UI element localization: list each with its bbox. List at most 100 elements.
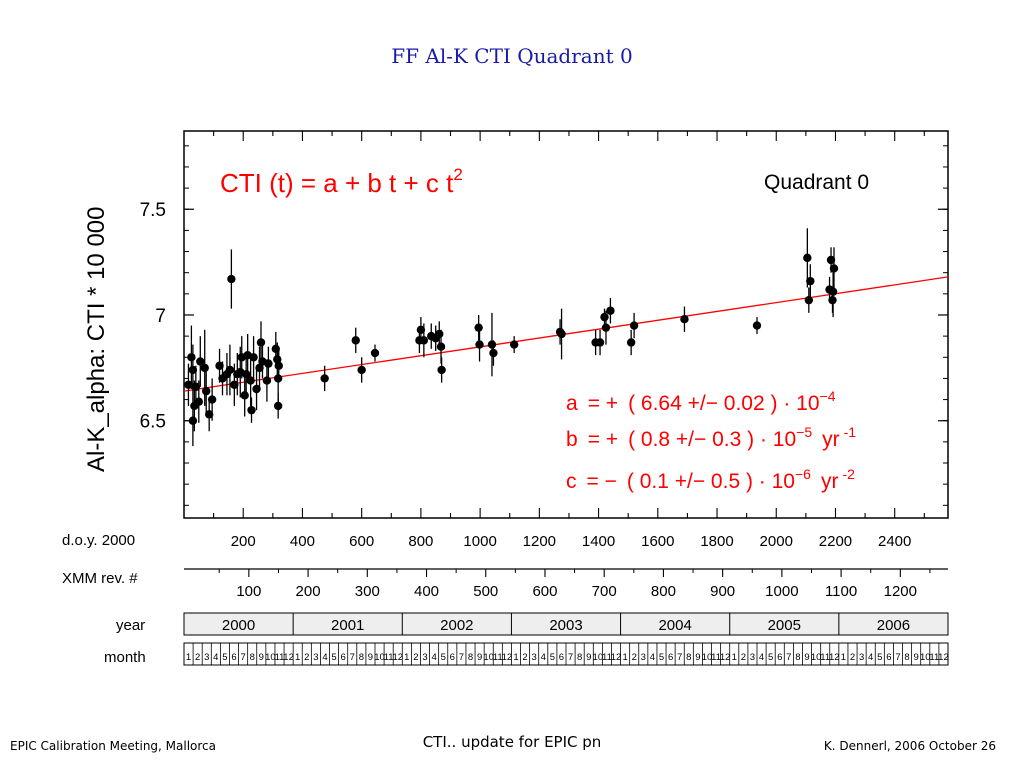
data-point (247, 405, 256, 415)
month-label: 7 (568, 652, 573, 663)
data-point (557, 329, 566, 339)
data-point (487, 340, 497, 349)
month-label: 8 (795, 652, 800, 663)
rev-tick-label: 800 (651, 583, 676, 600)
param-c: c = −( 0.1 +/− 0.5 ) · 10−6 yr -2 (566, 466, 855, 493)
data-point (828, 287, 838, 296)
month-label: 3 (422, 652, 427, 663)
data-point (264, 359, 273, 368)
month-label: 2 (413, 652, 418, 663)
month-label: 1 (513, 652, 518, 663)
data-point (752, 321, 762, 330)
month-label: 5 (659, 652, 664, 663)
rev-ticks: 100 200 300 400 500 600 700 800 900 1000 1100 1200 (218, 569, 931, 600)
y-axis-label: Al-K_alpha: CTI * 10 000 (83, 207, 110, 473)
month-label: 6 (341, 652, 346, 663)
data-point (262, 376, 272, 385)
month-label: 3 (859, 652, 864, 663)
month-label: 11 (602, 652, 612, 663)
data-point (826, 255, 836, 265)
month-label: 11 (711, 652, 721, 663)
doy-tick-label: 2000 (760, 533, 793, 550)
data-point (806, 276, 815, 286)
month-label: 7 (459, 652, 464, 663)
formula-exponent: 2 (453, 165, 462, 184)
doy-tick-label: 600 (349, 533, 374, 550)
month-label: 2 (850, 652, 855, 663)
month-label: 12 (720, 652, 731, 663)
month-label: 8 (250, 652, 255, 663)
month-label: 4 (868, 652, 873, 663)
month-label: 1 (295, 652, 300, 663)
data-point (416, 325, 426, 334)
year-label: 2001 (331, 617, 364, 634)
month-label: 9 (368, 652, 373, 663)
data-point (600, 312, 609, 322)
month-label: 6 (777, 652, 782, 663)
year-label: 2000 (222, 617, 255, 634)
data-point (230, 380, 239, 389)
y-ticks: 6.5 7 7.5 (140, 131, 948, 518)
data-point (475, 340, 484, 349)
month-label: 5 (331, 652, 336, 663)
month-label: 7 (895, 652, 900, 663)
month-label: 4 (541, 652, 546, 663)
data-point (626, 338, 636, 347)
month-label: 9 (804, 652, 809, 663)
doy-tick-label: 1000 (463, 533, 496, 550)
cti-chart: 6.5 7 7.5 Al-K_alpha: CTI * 10 000 CTI (t)… (62, 130, 949, 666)
data-point (437, 365, 446, 375)
data-point (489, 348, 498, 358)
month-label: 2 (741, 652, 746, 663)
month-label: 9 (259, 652, 264, 663)
data-point (227, 274, 236, 284)
month-label: 1 (622, 652, 627, 663)
data-point (351, 336, 360, 345)
data-point (256, 338, 266, 347)
month-label: 9 (914, 652, 919, 663)
plot-frame (183, 130, 949, 519)
footer-center: CTI.. update for EPIC pn (422, 733, 602, 751)
month-label: 7 (350, 652, 355, 663)
y-tick-label: 7.5 (140, 200, 166, 221)
rev-tick-label: 700 (592, 583, 617, 600)
doy-axis-label: d.o.y. 2000 (62, 532, 135, 549)
rev-tick-label: 600 (532, 583, 557, 600)
month-label: 10 (593, 652, 604, 663)
doy-tick-label: 1400 (582, 533, 615, 550)
data-point (202, 386, 211, 396)
doy-tick-label: 2400 (878, 533, 911, 550)
month-label: 9 (695, 652, 700, 663)
month-label: 1 (404, 652, 409, 663)
data-point (804, 295, 814, 305)
rev-tick-label: 900 (710, 583, 735, 600)
param-a: a = +( 6.64 +/− 0.02 ) · 10−4 (566, 388, 836, 415)
month-label: 1 (732, 652, 737, 663)
y-tick-label: 7 (155, 306, 166, 327)
footer-right: K. Dennerl, 2006 October 26 (823, 739, 996, 753)
data-point (419, 336, 429, 345)
data-point (357, 365, 366, 375)
data-point (435, 329, 444, 339)
month-label: 2 (632, 652, 637, 663)
year-label: 2003 (549, 617, 582, 634)
doy-tick-label: 400 (290, 533, 315, 550)
month-label: 6 (231, 652, 236, 663)
rev-tick-label: 300 (355, 583, 380, 600)
rev-tick-label: 1000 (765, 583, 798, 600)
formula: CTI (t) = a + b t + c t2 (220, 165, 463, 198)
data-point (215, 361, 224, 370)
month-label: 6 (668, 652, 673, 663)
month-label: 8 (577, 652, 582, 663)
month-label: 2 (304, 652, 309, 663)
data-point (246, 376, 255, 385)
month-label: 5 (550, 652, 555, 663)
year-strip: 2000 2001 2002 2003 2004 2005 2006 (183, 612, 949, 636)
month-label: 11 (384, 652, 394, 663)
month-label: 5 (441, 652, 446, 663)
month-label: 12 (938, 652, 949, 663)
fit-line (183, 276, 949, 392)
month-label: 8 (904, 652, 909, 663)
doy-tick-label: 2200 (819, 533, 852, 550)
